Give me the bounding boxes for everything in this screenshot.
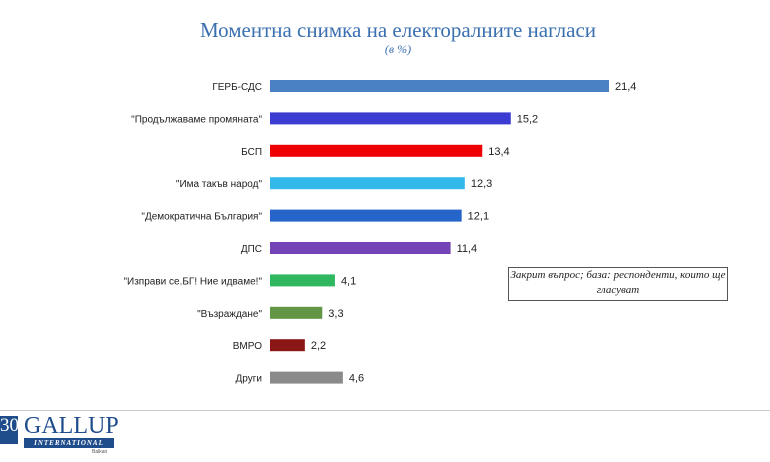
chart-subtitle: (в %) (384, 42, 412, 56)
bar (270, 112, 511, 125)
bar (270, 371, 343, 384)
logo-brand: GALLUP (24, 413, 119, 439)
category-label: "Има такъв народ" (176, 179, 263, 190)
value-label: 21,4 (615, 81, 636, 93)
value-label: 15,2 (517, 113, 538, 125)
chart-title: Моментна снимка на електоралните нагласи (199, 18, 597, 42)
footer-divider (0, 410, 770, 411)
category-label: "Демократична България" (141, 212, 262, 223)
category-label: БСП (241, 147, 262, 158)
value-label: 12,1 (468, 211, 489, 223)
value-label: 12,3 (471, 178, 492, 190)
value-label: 4,1 (341, 275, 356, 287)
value-label: 4,6 (349, 373, 364, 385)
bar (270, 306, 323, 319)
category-label: "Изправи се.БГ! Ние идваме!" (123, 276, 262, 287)
bar (270, 177, 465, 190)
bar (270, 209, 462, 222)
bar (270, 80, 609, 92)
bar (270, 144, 483, 157)
bar-chart: ГЕРБ-СДС 21,4 "Продължаваме промяната" 15,2… (123, 80, 636, 385)
logo-region: Balkan (92, 449, 108, 455)
category-label: ДПС (241, 244, 262, 255)
logo-number: 30 (0, 416, 19, 444)
category-label: "Възраждане" (197, 309, 262, 320)
category-label: ГЕРБ-СДС (212, 82, 262, 93)
annotation-box: Закрит въпрос; база: респонденти, които … (508, 267, 728, 301)
value-label: 11,4 (457, 243, 478, 255)
bar (270, 242, 451, 254)
value-label: 13,4 (488, 146, 509, 158)
category-label: ВМРО (233, 341, 262, 352)
bar (270, 339, 305, 352)
value-label: 3,3 (328, 308, 343, 320)
value-label: 2,2 (311, 340, 326, 352)
bar (270, 274, 335, 287)
category-label: "Продължаваме промяната" (131, 114, 262, 125)
logo-sub: INTERNATIONAL (24, 438, 114, 448)
category-label: Други (236, 374, 262, 385)
